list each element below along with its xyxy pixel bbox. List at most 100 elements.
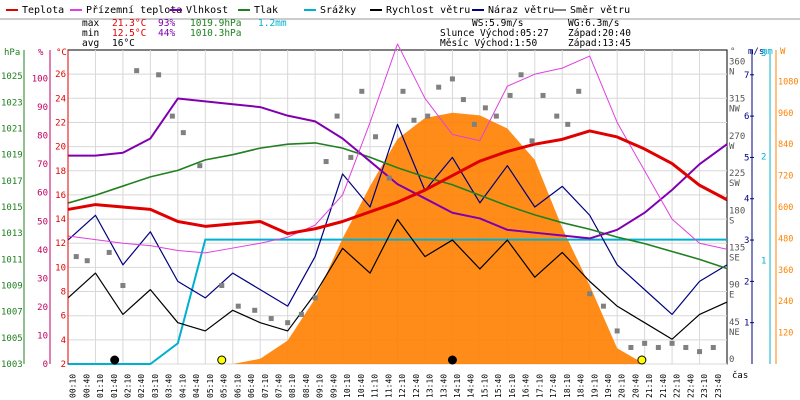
temp-tick: 16: [55, 191, 66, 201]
time-tick: 02:10: [123, 374, 132, 398]
legend-label: Rychlost větru: [386, 4, 470, 16]
sun-moon-marker: [447, 355, 457, 365]
legend-label: Teplota: [22, 5, 64, 16]
time-tick: 19:40: [604, 374, 613, 398]
time-tick: 14:10: [453, 374, 462, 398]
axes: hPa1003100510071009101110131015101710191…: [1, 47, 798, 398]
series-pressure: [67, 142, 728, 270]
wind-direction-point: [298, 311, 304, 317]
dir-tick: 135: [729, 243, 745, 253]
stats-value: Západ:20:40: [568, 28, 631, 39]
w-tick: 720: [778, 172, 793, 182]
wind-direction-point: [84, 258, 90, 264]
pct-axis-unit: %: [38, 48, 44, 58]
w-tick: 600: [778, 203, 793, 213]
time-tick: 23:10: [700, 374, 709, 398]
dir-tick: 180: [729, 206, 745, 216]
stats-value: max: [82, 18, 99, 29]
wind-direction-point: [587, 291, 593, 297]
temp-tick: 18: [55, 167, 66, 177]
time-tick: 04:40: [192, 374, 201, 398]
wind-direction-point: [493, 113, 499, 119]
temp-axis-unit: °C: [56, 48, 67, 58]
stats-value: 44%: [158, 28, 175, 39]
temp-tick: 2: [61, 360, 66, 370]
time-tick: 01:10: [96, 374, 105, 398]
time-tick: 03:10: [151, 374, 160, 398]
wind-direction-point: [449, 76, 455, 82]
legend-label: Směr větru: [570, 4, 630, 16]
dir-tick: 225: [729, 169, 745, 179]
dir-tick-label: E: [729, 291, 734, 301]
dir-tick-label: NW: [729, 105, 740, 115]
w-tick: 480: [778, 234, 793, 244]
time-tick: 00:40: [82, 374, 91, 398]
series-solar-area: [68, 112, 727, 364]
time-axis-label: čas: [732, 370, 748, 381]
time-tick: 13:40: [439, 374, 448, 398]
time-tick: 16:40: [522, 374, 531, 398]
stats-value: avg: [82, 38, 99, 49]
wind-direction-point: [554, 113, 560, 119]
series-ground-temp: [67, 43, 728, 254]
hpa-tick: 1021: [1, 125, 23, 135]
temp-tick: 14: [55, 215, 66, 225]
legend: Teplota Přízemní teplota Vlhkost Tlak Srážky…: [0, 4, 800, 20]
wind-direction-point: [285, 320, 291, 326]
dir-tick: 315: [729, 95, 745, 105]
time-tick: 09:10: [316, 374, 325, 398]
hpa-tick: 1019: [1, 151, 23, 161]
dir-tick: 45: [729, 318, 740, 328]
stats-value: WG:6.3m/s: [568, 18, 619, 29]
ms-tick: 2: [744, 277, 749, 287]
dir-tick: 270: [729, 132, 745, 142]
wind-direction-point: [565, 121, 571, 127]
time-tick: 02:40: [137, 374, 146, 398]
w-tick: 120: [778, 329, 793, 339]
wind-direction-point: [169, 113, 175, 119]
dir-axis-unit: °: [730, 47, 735, 57]
pct-tick: 60: [37, 189, 48, 199]
wind-direction-point: [359, 88, 365, 94]
wind-direction-point: [529, 138, 535, 144]
hpa-tick: 1011: [1, 255, 23, 265]
temp-tick: 12: [55, 239, 66, 249]
wind-direction-point: [334, 113, 340, 119]
series-gust: [67, 123, 728, 316]
w-tick: 360: [778, 266, 793, 276]
time-tick: 06:40: [247, 374, 256, 398]
pct-tick: 40: [37, 246, 48, 256]
wind-direction-point: [614, 328, 620, 334]
wind-direction-point: [252, 307, 258, 313]
time-tick: 01:40: [110, 374, 119, 398]
ms-tick: 5: [744, 153, 749, 163]
pct-tick: 20: [37, 303, 48, 313]
pct-tick: 70: [37, 160, 48, 170]
time-tick: 16:10: [508, 374, 517, 398]
time-tick: 11:10: [371, 374, 380, 398]
mm-tick: 3: [761, 49, 766, 59]
time-tick: 13:10: [426, 374, 435, 398]
ms-tick: 6: [744, 112, 749, 122]
series-rain: [68, 238, 727, 365]
temp-tick: 8: [61, 288, 66, 298]
legend-label: Přízemní teplota: [86, 4, 182, 16]
temp-tick: 6: [61, 312, 66, 322]
w-tick: 960: [778, 109, 793, 119]
temp-tick: 22: [55, 118, 66, 128]
dir-tick: 0: [729, 355, 734, 365]
mm-tick: 2: [761, 153, 766, 163]
wind-direction-point: [697, 349, 703, 355]
time-tick: 18:40: [577, 374, 586, 398]
stats-value: Měsíc Východ:1:50: [440, 38, 538, 49]
hpa-tick: 1007: [1, 308, 23, 318]
dir-tick: 360: [729, 58, 745, 68]
w-tick: 840: [778, 140, 793, 150]
time-tick: 21:10: [645, 374, 654, 398]
hpa-tick: 1003: [1, 360, 23, 370]
time-tick: 19:10: [590, 374, 599, 398]
time-tick: 08:10: [288, 374, 297, 398]
wind-direction-point: [348, 154, 354, 160]
